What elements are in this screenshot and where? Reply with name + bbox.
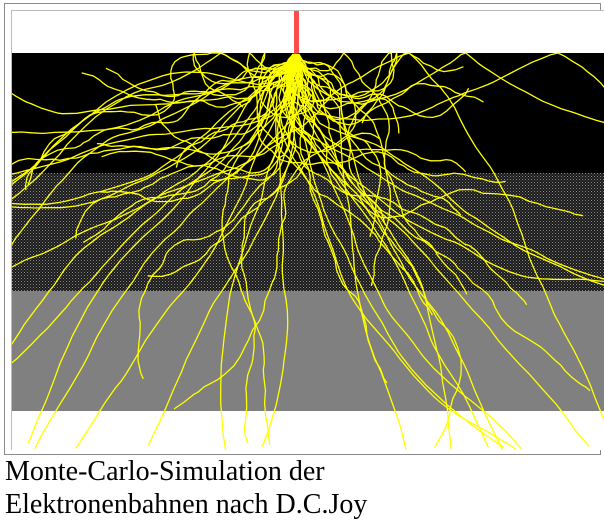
simulation-drawing <box>12 11 604 450</box>
simulation-image <box>11 10 604 450</box>
electron-beam <box>294 11 299 53</box>
caption-line: Monte-Carlo-Simulation der <box>5 455 601 488</box>
caption: Monte-Carlo-Simulation der Elektronenbah… <box>5 455 601 521</box>
layer-bottom <box>12 291 604 411</box>
caption-line: Elektronenbahnen nach D.C.Joy <box>5 488 601 521</box>
page: Monte-Carlo-Simulation der Elektronenbah… <box>0 0 604 527</box>
